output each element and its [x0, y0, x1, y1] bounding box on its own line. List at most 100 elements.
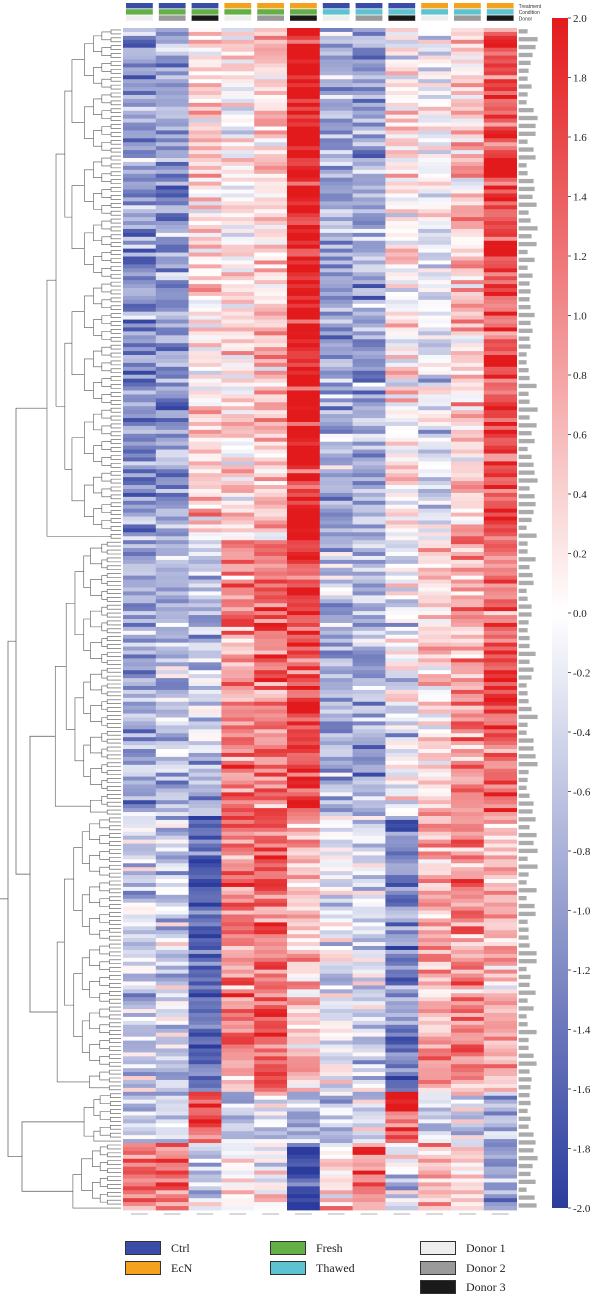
heatmap-cell [188, 319, 222, 324]
heatmap-cell [319, 453, 353, 458]
dendrogram-branch [90, 768, 102, 785]
dendrogram-branch [110, 218, 121, 224]
heatmap-cell [254, 1056, 288, 1061]
heatmap-cell [451, 685, 485, 691]
track-donor-cell-10 [454, 15, 481, 21]
heatmap-cell [352, 760, 386, 766]
heatmap-cell [483, 930, 517, 935]
heatmap-cell [287, 973, 321, 978]
heatmap-cell [352, 1146, 386, 1152]
heatmap-cell [451, 1060, 485, 1065]
row-label [518, 304, 531, 310]
heatmap-cell [418, 756, 452, 762]
heatmap-cell [319, 555, 353, 561]
heatmap-cell [483, 642, 517, 647]
heatmap-cell [221, 701, 255, 707]
heatmap-cell [418, 343, 452, 348]
heatmap-cell [155, 311, 189, 317]
heatmap-cell [418, 347, 452, 352]
heatmap-cell [319, 914, 353, 919]
heatmap-cell [385, 575, 419, 580]
row-label [518, 659, 530, 664]
heatmap-cell [254, 764, 288, 770]
heatmap-cell [155, 697, 189, 703]
dendrogram-branch [110, 273, 121, 279]
heatmap-cell [155, 248, 189, 253]
heatmap-cell [155, 496, 189, 502]
dendrogram-branch [110, 297, 121, 303]
heatmap-cell [287, 619, 321, 624]
heatmap-cell [123, 31, 157, 37]
heatmap-cell [254, 626, 288, 632]
heatmap-cell [451, 843, 485, 848]
heatmap-cell [123, 579, 157, 584]
heatmap-cell [451, 756, 485, 762]
heatmap-cell [123, 804, 157, 809]
heatmap-cell [352, 953, 386, 959]
row-label [518, 1006, 534, 1011]
heatmap-cell [483, 370, 517, 376]
heatmap-cell [254, 532, 288, 537]
heatmap-cell [287, 772, 321, 777]
heatmap-cell [254, 839, 288, 844]
dendrogram-branch [110, 147, 121, 153]
heatmap-cell [123, 477, 157, 482]
heatmap-cell [319, 1127, 353, 1132]
track-treatment-cell-11 [486, 3, 514, 9]
heatmap-cell [385, 756, 419, 762]
dendrogram-branch [101, 504, 112, 513]
heatmap-cell [483, 607, 517, 612]
dendrogram-branch [109, 841, 121, 846]
heatmap-cell [352, 563, 386, 569]
heatmap-cell [319, 930, 353, 935]
heatmap-cell [254, 1048, 288, 1053]
heatmap-cell [385, 871, 419, 876]
heatmap-cell [385, 843, 419, 848]
heatmap-cell [254, 946, 288, 951]
heatmap-cell [483, 1013, 517, 1018]
heatmap-cell [155, 91, 189, 96]
heatmap-cell [319, 126, 353, 131]
heatmap-cell [221, 733, 255, 738]
heatmap-cell [352, 611, 386, 616]
heatmap-cell [451, 197, 485, 202]
heatmap-cell [287, 760, 321, 766]
heatmap-cell [155, 43, 189, 49]
heatmap-cell [287, 993, 321, 998]
heatmap-cell [188, 1060, 222, 1065]
heatmap-cell [451, 1091, 485, 1097]
heatmap-cell [188, 685, 222, 691]
heatmap-cell [254, 1060, 288, 1065]
heatmap-cell [418, 1044, 452, 1049]
heatmap-cell [155, 378, 189, 383]
heatmap-cell [123, 524, 157, 529]
heatmap-cell [287, 161, 321, 167]
heatmap-cell [451, 808, 485, 813]
heatmap-cell [188, 843, 222, 848]
heatmap-cell [254, 122, 288, 127]
heatmap-cell [352, 1182, 386, 1187]
heatmap-cell [483, 827, 517, 833]
heatmap-cell [483, 1107, 517, 1112]
heatmap-cell [155, 177, 189, 183]
heatmap-cell [188, 855, 222, 860]
heatmap-cell [385, 705, 419, 711]
heatmap-cell [221, 1182, 255, 1187]
heatmap-cell [385, 729, 419, 734]
heatmap-cell [254, 390, 288, 395]
heatmap-cell [451, 642, 485, 647]
heatmap-cell [385, 63, 419, 68]
heatmap-cell [352, 745, 386, 750]
heatmap-cell [155, 638, 189, 644]
heatmap-cell [385, 335, 419, 340]
heatmap-cell [155, 603, 189, 608]
heatmap-cell [287, 63, 321, 68]
heatmap-cell [385, 1111, 419, 1116]
heatmap-cell [451, 339, 485, 344]
heatmap-cell [221, 477, 255, 482]
heatmap-cell [319, 536, 353, 541]
dendrogram-branch [110, 132, 121, 137]
heatmap-cell [221, 398, 255, 403]
heatmap-cell [451, 1135, 485, 1140]
heatmap-cell [155, 733, 189, 738]
